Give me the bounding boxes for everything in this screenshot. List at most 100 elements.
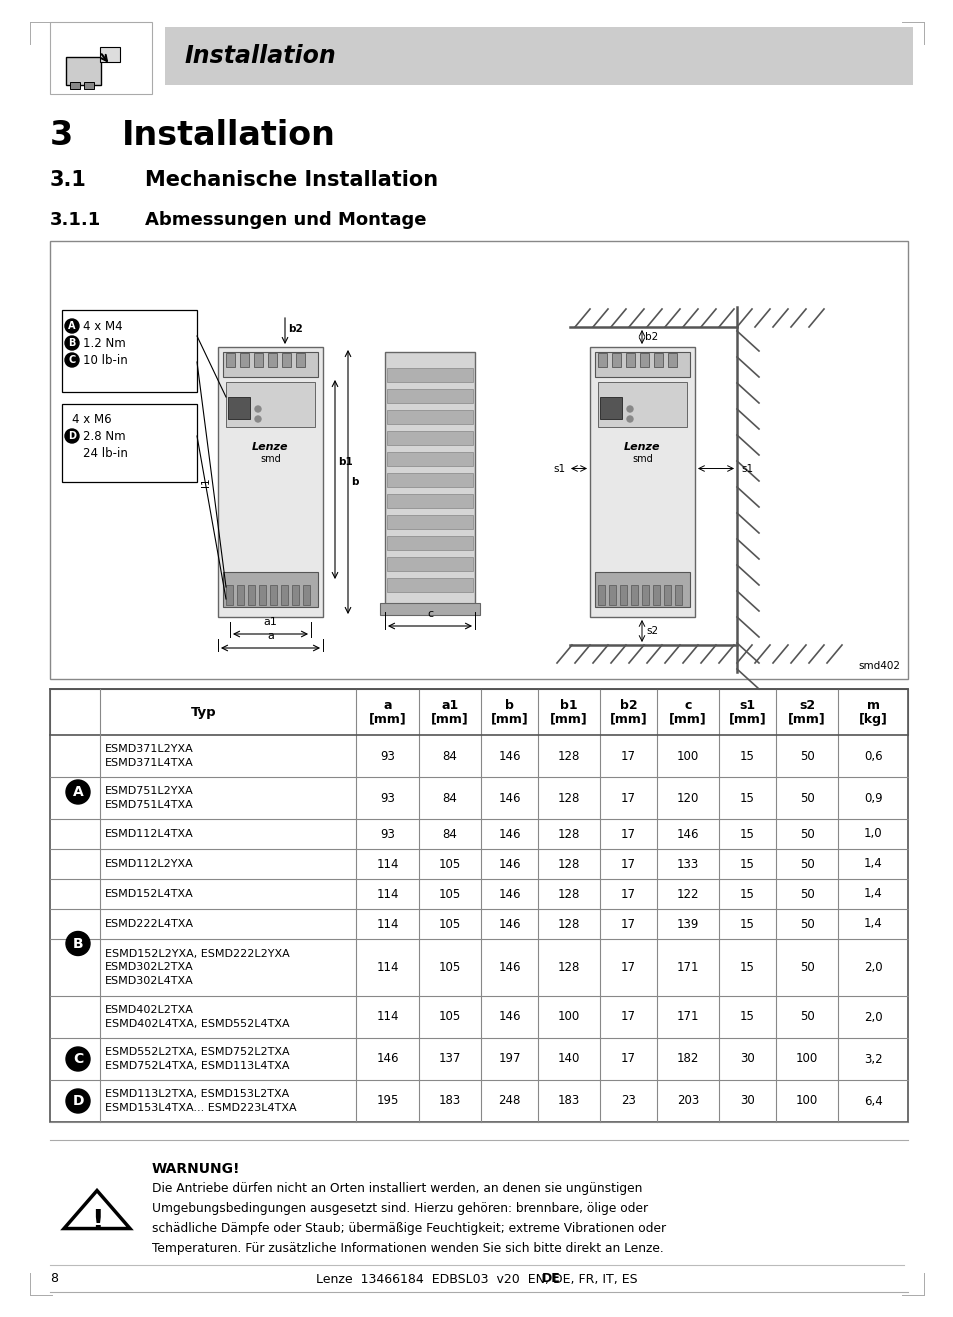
Circle shape <box>254 406 261 412</box>
Text: b1: b1 <box>337 457 353 468</box>
Text: [mm]: [mm] <box>369 712 406 726</box>
Text: 137: 137 <box>438 1052 461 1065</box>
Text: schädliche Dämpfe oder Staub; übermäßige Feuchtigkeit; extreme Vibrationen oder: schädliche Dämpfe oder Staub; übermäßige… <box>152 1222 665 1235</box>
Text: DE: DE <box>541 1272 560 1285</box>
Bar <box>387 536 473 551</box>
Bar <box>270 585 276 605</box>
Bar <box>387 494 473 508</box>
Bar <box>675 585 681 605</box>
Bar <box>387 410 473 424</box>
Text: Lenze  13466184  EDBSL03  v20  EN, DE, FR, IT, ES: Lenze 13466184 EDBSL03 v20 EN, DE, FR, I… <box>315 1272 638 1285</box>
Text: 128: 128 <box>558 827 579 840</box>
Text: ESMD112L2YXA: ESMD112L2YXA <box>105 859 193 869</box>
Text: [mm]: [mm] <box>431 712 469 726</box>
Bar <box>379 603 479 615</box>
Text: 17: 17 <box>620 857 636 871</box>
Text: 171: 171 <box>676 961 699 975</box>
Text: ESMD222L4TXA: ESMD222L4TXA <box>105 919 193 928</box>
Text: 93: 93 <box>380 792 395 805</box>
Text: 24 lb-in: 24 lb-in <box>83 446 128 460</box>
Text: !: ! <box>91 1208 103 1235</box>
Bar <box>387 578 473 593</box>
Text: A: A <box>72 785 83 799</box>
Text: 146: 146 <box>497 888 520 901</box>
Text: a: a <box>383 698 392 711</box>
Text: c: c <box>427 608 433 619</box>
Text: b: b <box>505 698 514 711</box>
Text: 105: 105 <box>438 961 461 975</box>
Text: 105: 105 <box>438 1010 461 1023</box>
Text: 1,4: 1,4 <box>862 888 882 901</box>
Text: 3.1.1: 3.1.1 <box>50 211 101 229</box>
Circle shape <box>65 336 79 350</box>
Text: 146: 146 <box>497 1010 520 1023</box>
Bar <box>595 352 689 377</box>
Text: 30: 30 <box>740 1052 754 1065</box>
Text: 93: 93 <box>380 749 395 763</box>
Text: 122: 122 <box>676 888 699 901</box>
Text: 139: 139 <box>677 918 699 931</box>
Text: 182: 182 <box>677 1052 699 1065</box>
Bar <box>253 353 263 367</box>
Bar <box>387 367 473 382</box>
Text: Lenze: Lenze <box>252 443 289 452</box>
Text: smd402: smd402 <box>857 661 899 670</box>
Text: 17: 17 <box>620 1052 636 1065</box>
Text: 0,6: 0,6 <box>862 749 882 763</box>
Text: ESMD751L2YXA: ESMD751L2YXA <box>105 786 193 795</box>
Text: 248: 248 <box>497 1094 520 1108</box>
Text: 15: 15 <box>740 961 754 975</box>
Bar <box>228 396 250 419</box>
Bar <box>226 353 234 367</box>
Circle shape <box>65 319 79 333</box>
Text: 23: 23 <box>620 1094 636 1108</box>
Text: 84: 84 <box>442 792 457 805</box>
Text: s1: s1 <box>739 698 755 711</box>
Text: Mechanische Installation: Mechanische Installation <box>145 170 437 190</box>
Text: 50: 50 <box>799 827 814 840</box>
Text: C: C <box>72 1052 83 1065</box>
Text: 183: 183 <box>438 1094 461 1108</box>
Bar <box>387 389 473 403</box>
Circle shape <box>65 429 79 443</box>
Bar <box>598 353 606 367</box>
Bar <box>387 452 473 466</box>
Bar <box>226 585 233 605</box>
Bar <box>667 353 677 367</box>
Text: [mm]: [mm] <box>728 712 765 726</box>
Text: ESMD302L2TXA: ESMD302L2TXA <box>105 963 193 972</box>
Text: b2: b2 <box>288 324 302 335</box>
Bar <box>595 572 689 607</box>
Text: 50: 50 <box>799 792 814 805</box>
Text: 183: 183 <box>558 1094 579 1108</box>
Polygon shape <box>64 1191 130 1229</box>
Text: ESMD371L4TXA: ESMD371L4TXA <box>105 759 193 768</box>
Bar <box>663 585 670 605</box>
Bar <box>387 557 473 572</box>
Text: Installation: Installation <box>185 43 336 68</box>
Bar <box>625 353 635 367</box>
Bar <box>282 353 291 367</box>
Bar <box>295 353 305 367</box>
Text: Temperaturen. Für zusätzliche Informationen wenden Sie sich bitte direkt an Lenz: Temperaturen. Für zusätzliche Informatio… <box>152 1242 663 1255</box>
Text: 146: 146 <box>497 857 520 871</box>
Bar <box>50 241 907 680</box>
Bar <box>84 82 94 90</box>
Text: 93: 93 <box>380 827 395 840</box>
Text: smd: smd <box>260 454 280 464</box>
Text: ESMD113L2TXA, ESMD153L2TXA: ESMD113L2TXA, ESMD153L2TXA <box>105 1089 289 1098</box>
Text: ESMD152L2YXA, ESMD222L2YXA: ESMD152L2YXA, ESMD222L2YXA <box>105 948 290 959</box>
Bar <box>598 585 604 605</box>
Bar <box>50 996 907 1038</box>
Text: 100: 100 <box>795 1052 818 1065</box>
Text: 140: 140 <box>558 1052 579 1065</box>
Text: Installation: Installation <box>122 119 335 151</box>
Bar <box>268 353 276 367</box>
Text: 15: 15 <box>740 1010 754 1023</box>
Text: 17: 17 <box>620 827 636 840</box>
Text: smd: smd <box>632 454 652 464</box>
Circle shape <box>254 416 261 421</box>
Bar <box>100 47 120 62</box>
Circle shape <box>626 406 633 412</box>
Text: 105: 105 <box>438 857 461 871</box>
